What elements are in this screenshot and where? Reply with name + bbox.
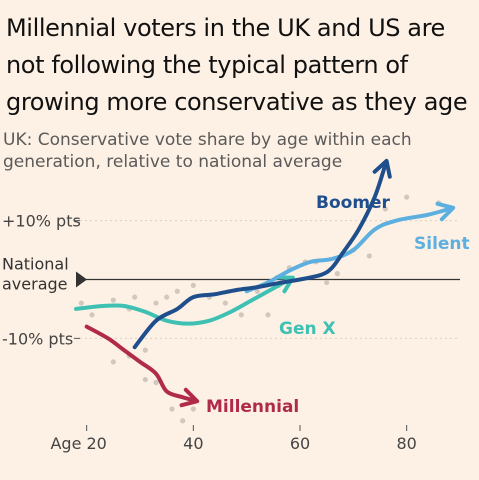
scatter-point: [404, 194, 410, 200]
scatter-point: [366, 253, 372, 259]
y-tick-label: +10% pts: [2, 212, 81, 231]
national-average-reference: National average: [2, 255, 460, 294]
scatter-point: [265, 312, 271, 318]
millennial-arrowhead: [179, 387, 200, 408]
scatter-point: [132, 294, 138, 300]
gen-x-line: [74, 277, 292, 326]
gen-x-arrowhead: [274, 275, 295, 294]
scatter-point: [238, 312, 244, 318]
x-tick-label: 60: [290, 434, 310, 453]
national-average-marker: [76, 271, 87, 288]
silent-arrowhead: [435, 201, 456, 222]
x-axis-ticks: Age 20 40 60 80: [50, 425, 417, 453]
millennial-line: [84, 324, 196, 403]
scatter-point: [142, 376, 148, 383]
series-labels: Boomer Silent Gen X Millennial: [206, 193, 470, 417]
boomer-arrowhead: [372, 158, 392, 179]
national-average-label: average: [2, 275, 68, 294]
x-tick-label: 40: [183, 434, 203, 453]
scatter-point: [78, 300, 84, 306]
x-tick-label: Age 20: [50, 434, 106, 453]
scatter-point: [254, 288, 260, 294]
gen-x-series-label: Gen X: [279, 319, 336, 339]
scatter-point: [164, 294, 170, 300]
scatter-point: [110, 359, 116, 365]
scatter-point: [169, 406, 175, 412]
series-lines: [74, 158, 456, 408]
scatter-point: [153, 379, 159, 386]
scatter-point: [334, 271, 340, 277]
boomer-series-label: Boomer: [316, 193, 391, 213]
scatter-point: [89, 312, 95, 318]
chart-subtitle: UK: Conservative vote share by age withi…: [3, 130, 412, 172]
silent-series-label: Silent: [414, 234, 470, 254]
scatter-point: [142, 347, 148, 353]
y-tick-label: -10% pts: [2, 329, 73, 348]
scatter-point: [382, 206, 388, 212]
scatter-point: [324, 279, 330, 286]
national-average-label: National: [2, 255, 69, 274]
scatter-point: [153, 300, 159, 306]
scatter-point: [222, 300, 228, 306]
millennial-series-label: Millennial: [206, 397, 299, 417]
scatter-point: [110, 297, 116, 303]
scatter-point: [190, 406, 196, 412]
chart-title: Millennial voters in the UK and US are n…: [6, 14, 468, 116]
x-tick-label: 80: [396, 434, 416, 453]
scatter-point: [174, 288, 180, 294]
scatter-point: [190, 282, 196, 288]
scatter-point: [180, 418, 186, 424]
boomer-line: [132, 162, 388, 350]
